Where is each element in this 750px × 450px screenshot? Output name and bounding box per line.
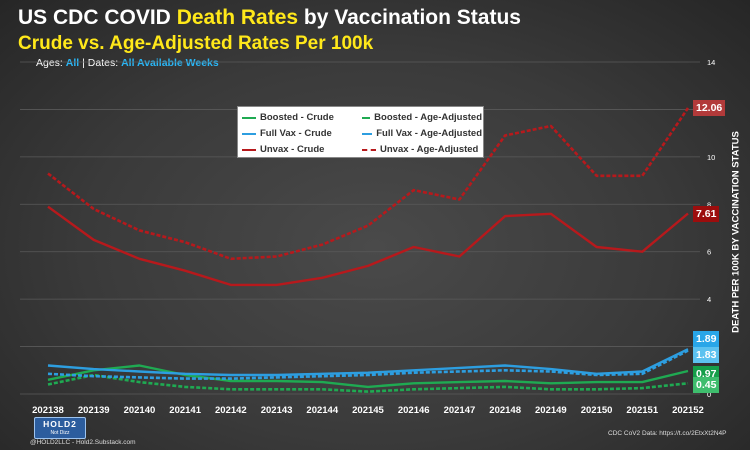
x-tick-label: 202138 [32, 405, 64, 416]
legend-label: Unvax - Age-Adjusted [380, 144, 479, 155]
x-tick-label: 202152 [672, 405, 704, 416]
chart-legend: Boosted - Crude Boosted - Age-Adjusted Ful… [237, 106, 484, 158]
legend-swatch [362, 132, 373, 135]
y-tick-label: 10 [707, 153, 715, 162]
x-tick-label: 202142 [215, 405, 247, 416]
legend-item: Unvax - Age-Adjusted [362, 142, 482, 157]
filter-summary: Ages: All | Dates: All Available Weeks [36, 57, 219, 69]
filter-ages-label: Ages: [36, 57, 63, 69]
end-value-label: 12.06 [693, 100, 726, 116]
x-tick-label: 202148 [489, 405, 521, 416]
series-line-boosted-crude [47, 364, 689, 389]
title-pre: US CDC COVID [18, 6, 177, 29]
filter-dates-value[interactable]: All Available Weeks [121, 57, 219, 69]
legend-item: Full Vax - Crude [242, 126, 362, 141]
legend-label: Unvax - Crude [260, 144, 325, 155]
y-axis-label: DEATH PER 100K BY VACCINATION STATUS [730, 131, 742, 333]
x-tick-label: 202140 [124, 405, 156, 416]
legend-swatch [362, 116, 371, 119]
hold2-logo: HOLD2 Not Dizz [34, 417, 86, 439]
filter-ages-value[interactable]: All [65, 57, 80, 69]
end-value-label: 0.45 [693, 377, 720, 394]
legend-swatch [242, 148, 256, 151]
chart-subtitle: Crude vs. Age-Adjusted Rates Per 100k [18, 33, 374, 54]
legend-item: Boosted - Age-Adjusted [362, 110, 482, 125]
legend-label: Full Vax - Age-Adjusted [376, 128, 482, 139]
legend-item: Full Vax - Age-Adjusted [362, 126, 482, 141]
legend-swatch [242, 132, 256, 135]
y-tick-label: 14 [707, 58, 715, 67]
legend-label: Full Vax - Crude [260, 128, 332, 139]
end-value-label: 7.61 [693, 205, 720, 222]
legend-label: Boosted - Crude [260, 112, 334, 123]
x-tick-label: 202147 [444, 405, 476, 416]
y-tick-label: 8 [707, 200, 711, 209]
footer-source: CDC CoV2 Data: https://t.co/2EtxXt2N4P [608, 430, 727, 437]
series-line-full-vax-crude [47, 348, 689, 377]
x-tick-labels: 202138 202139 202140 202141 202142 202143 2021… [32, 405, 704, 416]
x-tick-label: 202139 [78, 405, 110, 416]
x-tick-label: 202143 [261, 405, 293, 416]
end-value-label: 1.89 [693, 331, 720, 348]
x-tick-label: 202141 [169, 405, 201, 416]
y-tick-label: 0 [707, 390, 711, 399]
logo-text: HOLD2 [43, 419, 77, 429]
chart-title: US CDC COVID Death Rates by Vaccination … [18, 6, 521, 30]
legend-swatch [242, 116, 256, 119]
series-lines [47, 107, 690, 393]
filter-dates-label: Dates: [87, 57, 119, 69]
x-tick-label: 202146 [398, 405, 430, 416]
title-post: by Vaccination Status [298, 6, 521, 29]
x-tick-label: 202145 [352, 405, 384, 416]
logo-subtext: Not Dizz [50, 430, 70, 436]
filter-separator: | [82, 57, 85, 69]
series-line-unvax-crude [47, 205, 689, 287]
footer-attribution: @HOLD2LLC - Hold2.Substack.com [30, 439, 136, 446]
end-value-label: 1.83 [693, 346, 720, 363]
x-tick-label: 202151 [626, 405, 658, 416]
y-tick-label: 6 [707, 248, 711, 257]
title-highlight: Death Rates [176, 6, 299, 29]
legend-item: Unvax - Crude [242, 142, 362, 157]
y-tick-label: 4 [707, 295, 711, 304]
series-line-boosted-age-adjusted [47, 373, 689, 393]
x-tick-label: 202144 [306, 405, 338, 416]
x-tick-label: 202150 [581, 405, 613, 416]
series-line-unvax-age-adjusted [47, 107, 690, 261]
legend-label: Boosted - Age-Adjusted [374, 112, 482, 123]
x-tick-label: 202149 [535, 405, 567, 416]
legend-swatch [362, 148, 376, 151]
legend-item: Boosted - Crude [242, 110, 362, 125]
series-line-full-vax-age-adjusted [47, 349, 689, 380]
